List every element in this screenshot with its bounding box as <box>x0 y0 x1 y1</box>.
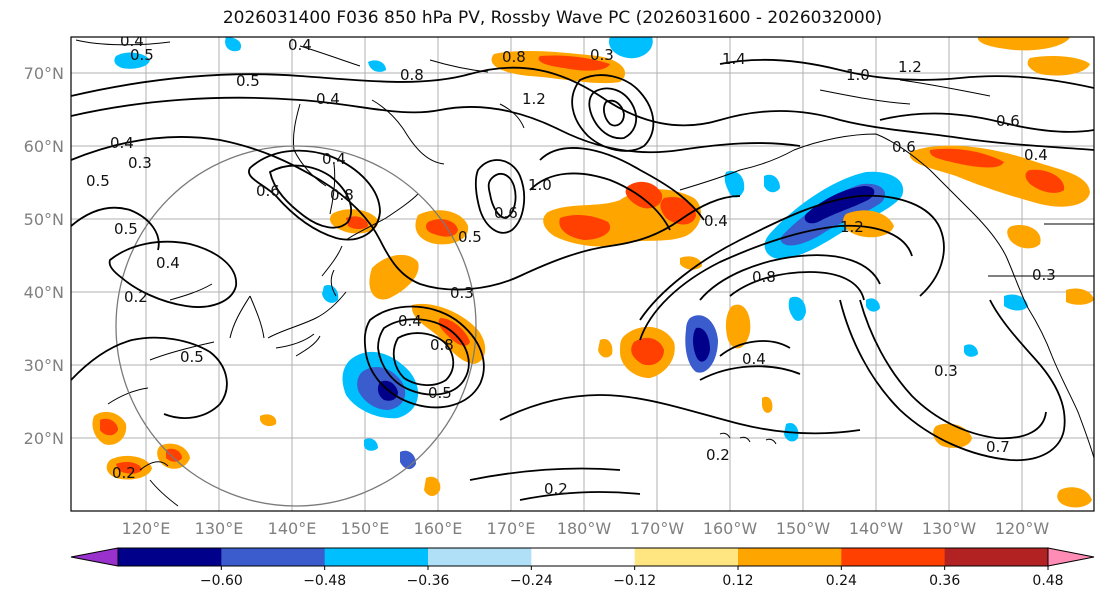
coastline-japan <box>267 245 347 357</box>
colorbar-tick-label: 0.36 <box>929 573 960 589</box>
colorbar-bin <box>944 548 1049 566</box>
svg-text:0.4: 0.4 <box>156 254 180 272</box>
colorbar-tick-label: −0.48 <box>303 573 346 589</box>
lon-tick-label: 120°E <box>122 519 171 538</box>
lon-tick-label: 130°W <box>922 519 977 538</box>
colorbar-bin <box>531 548 636 566</box>
lon-tick-label: 170°W <box>630 519 685 538</box>
lon-tick-label: 170°E <box>487 519 536 538</box>
svg-text:1.2: 1.2 <box>898 58 922 76</box>
svg-text:0.3: 0.3 <box>590 46 614 64</box>
lon-tick-label: 150°E <box>341 519 390 538</box>
plot-area <box>71 37 1094 511</box>
coastline-alaska <box>679 79 991 213</box>
svg-text:0.6: 0.6 <box>256 182 280 200</box>
map-title: 2026031400 F036 850 hPa PV, Rossby Wave … <box>222 8 883 28</box>
svg-text:1.2: 1.2 <box>522 90 546 108</box>
svg-text:0.8: 0.8 <box>330 186 354 204</box>
lon-tick-label: 180°W <box>557 519 612 538</box>
colorbar-bin <box>221 548 326 566</box>
great-circle-outline <box>115 145 477 507</box>
svg-text:0.5: 0.5 <box>130 46 154 64</box>
colorbar: −0.60 −0.48 −0.36 −0.24 −0.12 0.12 0.24 0.36 0.4… <box>70 547 1095 589</box>
colorbar-extend-low <box>70 547 119 567</box>
colorbar-tick-label: 0.12 <box>722 573 753 589</box>
svg-text:1.0: 1.0 <box>846 66 870 84</box>
colorbar-bin <box>738 548 842 566</box>
lon-tick-label: 140°E <box>268 519 317 538</box>
lat-tick-label: 20°N <box>24 429 64 448</box>
svg-text:0.2: 0.2 <box>706 446 730 464</box>
svg-text:0.2: 0.2 <box>544 480 568 498</box>
svg-text:0.4: 0.4 <box>1024 146 1048 164</box>
svg-text:1.4: 1.4 <box>722 50 746 68</box>
lat-tick-label: 40°N <box>24 283 64 302</box>
svg-text:0.4: 0.4 <box>742 350 766 368</box>
colorbar-tick-label: −0.60 <box>200 573 243 589</box>
svg-text:0.4: 0.4 <box>704 212 728 230</box>
svg-text:0.3: 0.3 <box>1032 266 1056 284</box>
svg-text:0.4: 0.4 <box>322 150 346 168</box>
colorbar-tick-label: 0.48 <box>1032 573 1063 589</box>
svg-text:0.4: 0.4 <box>316 90 340 108</box>
svg-text:0.8: 0.8 <box>752 268 776 286</box>
svg-text:0.4: 0.4 <box>120 32 144 50</box>
svg-text:0.4: 0.4 <box>110 134 134 152</box>
svg-text:0.5: 0.5 <box>458 228 482 246</box>
colorbar-bin <box>841 548 946 566</box>
pv-contours <box>71 58 1094 501</box>
latitude-tick-labels: 70°N 60°N 50°N 40°N 30°N 20°N <box>24 64 64 448</box>
svg-text:1.2: 1.2 <box>840 218 864 236</box>
svg-text:0.6: 0.6 <box>996 112 1020 130</box>
colorbar-tick-label: −0.12 <box>613 573 656 589</box>
svg-text:0.4: 0.4 <box>398 312 422 330</box>
svg-text:0.8: 0.8 <box>502 48 526 66</box>
coastlines <box>75 39 1094 507</box>
lat-tick-label: 50°N <box>24 210 64 229</box>
lon-tick-label: 150°W <box>776 519 831 538</box>
colorbar-bin <box>634 548 739 566</box>
coastline-north-america <box>971 211 1094 459</box>
svg-text:0.5: 0.5 <box>86 172 110 190</box>
svg-text:0.6: 0.6 <box>892 138 916 156</box>
coastline-hawaii <box>719 432 777 445</box>
colorbar-tick-label: −0.36 <box>407 573 450 589</box>
plot-border <box>70 36 1095 512</box>
colorbar-bin <box>324 548 429 566</box>
svg-text:0.4: 0.4 <box>288 36 312 54</box>
svg-text:0.8: 0.8 <box>400 66 424 84</box>
svg-text:0.5: 0.5 <box>428 384 452 402</box>
svg-text:0.3: 0.3 <box>450 284 474 302</box>
svg-text:0.7: 0.7 <box>986 438 1010 456</box>
colorbar-tick-label: −0.24 <box>510 573 553 589</box>
svg-text:0.5: 0.5 <box>180 348 204 366</box>
colorbar-bin <box>118 548 222 566</box>
colorbar-extend-high <box>1047 547 1095 567</box>
lon-tick-label: 120°W <box>995 519 1050 538</box>
lon-tick-label: 160°W <box>703 519 758 538</box>
svg-text:0.3: 0.3 <box>128 154 152 172</box>
lon-tick-label: 130°E <box>195 519 244 538</box>
coastline-russia <box>75 39 525 187</box>
svg-text:0.8: 0.8 <box>430 336 454 354</box>
colorbar-outline <box>117 547 1049 567</box>
lon-tick-label: 160°E <box>414 519 463 538</box>
lon-tick-label: 140°W <box>849 519 904 538</box>
colorbar-bin <box>428 548 532 566</box>
coastline-korea-china <box>107 283 265 507</box>
svg-text:0.2: 0.2 <box>112 464 136 482</box>
svg-text:0.5: 0.5 <box>236 72 260 90</box>
lat-tick-label: 70°N <box>24 64 64 83</box>
longitude-tick-labels: 120°E 130°E 140°E 150°E 160°E 170°E 180°… <box>122 519 1050 538</box>
svg-text:0.2: 0.2 <box>124 288 148 306</box>
lat-tick-label: 30°N <box>24 356 64 375</box>
svg-text:0.6: 0.6 <box>494 204 518 222</box>
colorbar-tick-label: 0.24 <box>826 573 857 589</box>
lat-tick-label: 60°N <box>24 137 64 156</box>
contour-labels: 0.4 0.5 0.4 0.8 0.3 0.8 0.4 1.4 1.0 1.2 … <box>86 32 1056 498</box>
svg-text:1.0: 1.0 <box>528 176 552 194</box>
svg-text:0.5: 0.5 <box>114 220 138 238</box>
svg-text:0.3: 0.3 <box>934 362 958 380</box>
